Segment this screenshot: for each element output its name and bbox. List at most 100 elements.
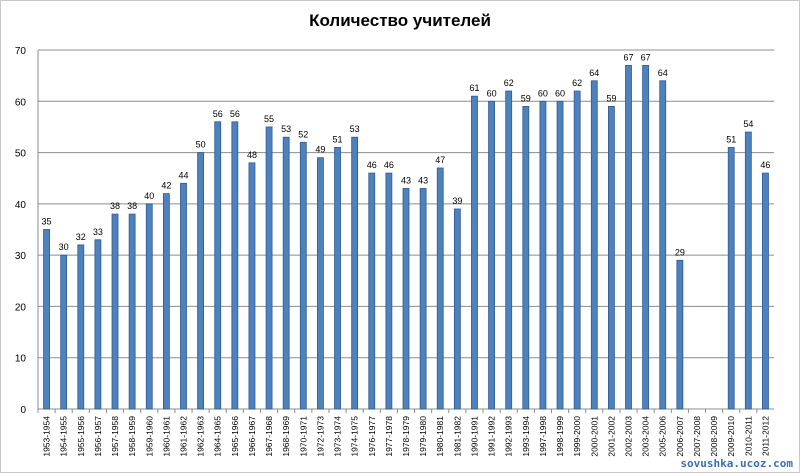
data-label: 39 (452, 196, 462, 206)
data-label: 47 (435, 155, 445, 165)
x-tick-label: 2007-2008 (692, 416, 702, 457)
data-label: 67 (624, 52, 634, 62)
data-label: 42 (161, 181, 171, 191)
x-tick-label: 1973-1974 (333, 416, 343, 457)
x-tick-label: 1981-1982 (452, 416, 462, 457)
x-tick-label: 1961-1962 (178, 416, 188, 457)
x-tick-label: 2006-2007 (675, 416, 685, 457)
data-label: 50 (196, 140, 206, 150)
x-tick-label: 1954-1955 (59, 416, 69, 457)
data-label: 61 (469, 83, 479, 93)
x-tick-label: 2009-2010 (726, 416, 736, 457)
x-tick-label: 1977-1978 (384, 416, 394, 457)
x-tick-label: 1953-1954 (42, 416, 52, 457)
data-label: 29 (675, 247, 685, 257)
y-tick-label: 60 (15, 97, 27, 108)
x-tick-label: 1955-1956 (76, 416, 86, 457)
x-tick-label: 1991-1992 (487, 416, 497, 457)
data-label: 38 (110, 201, 120, 211)
data-label: 46 (760, 160, 770, 170)
bar (436, 167, 444, 410)
bar (282, 136, 290, 410)
bar (197, 152, 205, 410)
y-tick-label: 0 (20, 405, 26, 416)
data-label: 59 (606, 93, 616, 103)
x-tick-label: 1974-1975 (350, 416, 360, 457)
data-label: 56 (213, 109, 223, 119)
bar (77, 244, 85, 410)
data-label: 64 (658, 68, 668, 78)
x-tick-label: 1967-1968 (264, 416, 274, 457)
data-label: 56 (230, 109, 240, 119)
bar (453, 208, 461, 410)
x-tick-label: 1959-1960 (144, 416, 154, 457)
bar (111, 213, 119, 410)
bar (419, 188, 427, 410)
x-tick-label: 2000-2001 (589, 416, 599, 457)
data-label: 46 (384, 160, 394, 170)
x-tick-label: 1992-1993 (504, 416, 514, 457)
data-label: 48 (247, 150, 257, 160)
watermark: sovushka.ucoz.com (680, 457, 793, 470)
y-tick-label: 70 (15, 46, 27, 57)
data-label: 62 (572, 78, 582, 88)
x-tick-label: 1956-1957 (93, 416, 103, 457)
x-tick-label: 1998-1999 (555, 416, 565, 457)
data-label: 60 (487, 88, 497, 98)
data-label: 43 (401, 175, 411, 185)
x-tick-label: 1999-2000 (572, 416, 582, 457)
bar (265, 126, 273, 410)
x-tick-label: 2005-2006 (658, 416, 668, 457)
x-tick-label: 1990-1991 (469, 416, 479, 457)
data-label: 60 (538, 88, 548, 98)
data-label: 64 (589, 68, 599, 78)
bar (573, 90, 581, 410)
x-tick-label: 1997-1998 (538, 416, 548, 457)
data-label: 40 (144, 191, 154, 201)
data-label: 35 (42, 217, 52, 227)
bar (642, 64, 650, 410)
data-label: 55 (264, 114, 274, 124)
x-tick-label: 2008-2009 (709, 416, 719, 457)
data-label: 53 (350, 124, 360, 134)
x-tick-label: 2002-2003 (624, 416, 634, 457)
x-tick-label: 1966-1967 (247, 416, 257, 457)
data-label: 30 (59, 242, 69, 252)
bar (145, 203, 153, 410)
chart-title: Количество учителей (309, 11, 491, 30)
bar (180, 182, 187, 410)
x-tick-label: 1976-1977 (367, 416, 377, 457)
data-label: 43 (418, 175, 428, 185)
x-tick-label: 2001-2002 (606, 416, 616, 457)
data-label: 67 (641, 52, 651, 62)
y-tick-label: 50 (15, 149, 27, 160)
y-tick-label: 30 (15, 251, 27, 262)
data-label: 60 (555, 88, 565, 98)
bar (60, 254, 68, 410)
bar (317, 157, 324, 410)
bar (659, 80, 667, 410)
x-tick-label: 1993-1994 (521, 416, 531, 457)
data-label: 51 (726, 134, 736, 144)
bar (385, 172, 393, 410)
x-tick-label: 1979-1980 (418, 416, 428, 457)
data-label: 49 (315, 145, 325, 155)
bar (522, 106, 530, 410)
data-label: 38 (127, 201, 137, 211)
data-label: 53 (281, 124, 291, 134)
y-tick-label: 20 (15, 302, 27, 313)
data-label: 54 (743, 119, 753, 129)
x-tick-label: 1978-1979 (401, 416, 411, 457)
bar (162, 193, 170, 410)
data-label: 46 (367, 160, 377, 170)
data-label: 32 (76, 232, 86, 242)
x-tick-label: 1965-1966 (230, 416, 240, 457)
bar (505, 90, 513, 410)
bar (299, 141, 307, 410)
x-tick-label: 1962-1963 (196, 416, 206, 457)
x-tick-label: 2003-2004 (641, 416, 651, 457)
bar (744, 131, 752, 410)
bar (590, 80, 598, 410)
bar (539, 100, 547, 410)
